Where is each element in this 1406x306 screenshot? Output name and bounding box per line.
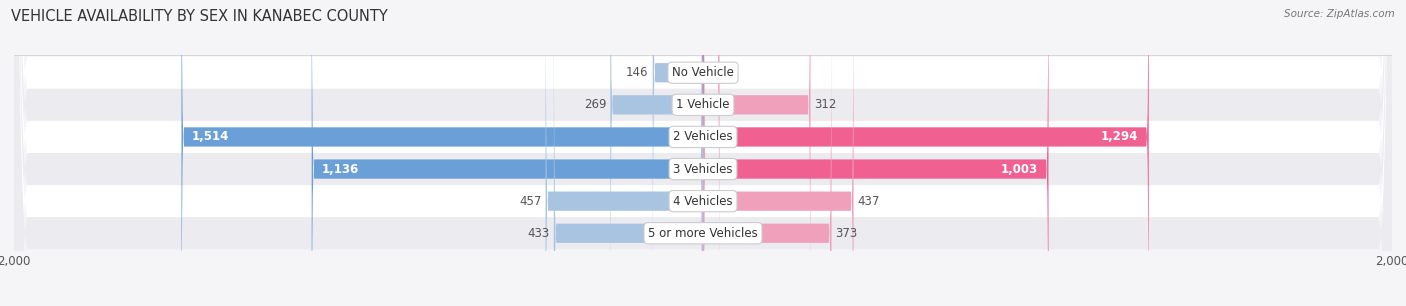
FancyBboxPatch shape <box>14 0 1392 306</box>
FancyBboxPatch shape <box>703 0 720 306</box>
Text: 1,136: 1,136 <box>322 162 360 176</box>
Text: 373: 373 <box>835 227 858 240</box>
FancyBboxPatch shape <box>703 0 853 306</box>
FancyBboxPatch shape <box>312 0 703 306</box>
Text: 146: 146 <box>626 66 648 79</box>
FancyBboxPatch shape <box>14 0 1392 306</box>
Text: 1 Vehicle: 1 Vehicle <box>676 98 730 111</box>
Text: 48: 48 <box>724 66 738 79</box>
Text: No Vehicle: No Vehicle <box>672 66 734 79</box>
FancyBboxPatch shape <box>181 0 703 306</box>
FancyBboxPatch shape <box>546 0 703 306</box>
Text: 3 Vehicles: 3 Vehicles <box>673 162 733 176</box>
Text: 4 Vehicles: 4 Vehicles <box>673 195 733 208</box>
FancyBboxPatch shape <box>14 0 1392 306</box>
Text: VEHICLE AVAILABILITY BY SEX IN KANABEC COUNTY: VEHICLE AVAILABILITY BY SEX IN KANABEC C… <box>11 9 388 24</box>
Text: 433: 433 <box>527 227 550 240</box>
FancyBboxPatch shape <box>14 0 1392 306</box>
Text: 457: 457 <box>519 195 541 208</box>
Text: Source: ZipAtlas.com: Source: ZipAtlas.com <box>1284 9 1395 19</box>
Text: 2 Vehicles: 2 Vehicles <box>673 130 733 144</box>
Text: 269: 269 <box>583 98 606 111</box>
FancyBboxPatch shape <box>652 0 703 306</box>
Text: 5 or more Vehicles: 5 or more Vehicles <box>648 227 758 240</box>
Text: 1,003: 1,003 <box>1001 162 1038 176</box>
FancyBboxPatch shape <box>14 0 1392 306</box>
FancyBboxPatch shape <box>703 0 810 306</box>
Legend: Male, Female: Male, Female <box>630 304 776 306</box>
Text: 1,514: 1,514 <box>191 130 229 144</box>
FancyBboxPatch shape <box>703 0 1149 306</box>
FancyBboxPatch shape <box>14 0 1392 306</box>
FancyBboxPatch shape <box>610 0 703 306</box>
FancyBboxPatch shape <box>703 0 831 306</box>
FancyBboxPatch shape <box>703 0 1049 306</box>
Text: 1,294: 1,294 <box>1101 130 1139 144</box>
FancyBboxPatch shape <box>554 0 703 306</box>
Text: 437: 437 <box>858 195 880 208</box>
Text: 312: 312 <box>814 98 837 111</box>
